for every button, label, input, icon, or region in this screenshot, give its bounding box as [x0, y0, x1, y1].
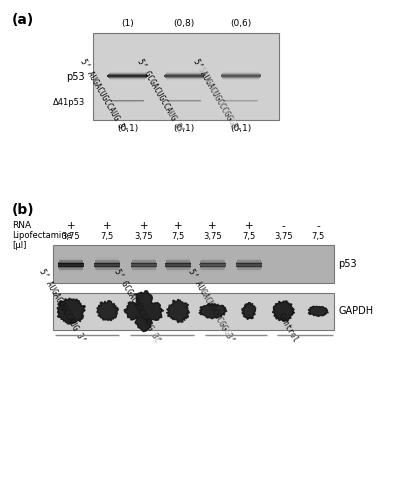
Text: 7,5: 7,5	[172, 232, 185, 240]
FancyBboxPatch shape	[93, 32, 279, 120]
Polygon shape	[199, 304, 227, 318]
Text: p53: p53	[66, 72, 85, 83]
Polygon shape	[124, 291, 164, 332]
Text: 5’ AUGACUGCCCGG 3’: 5’ AUGACUGCCCGG 3’	[192, 58, 241, 134]
Text: +: +	[245, 221, 254, 231]
Text: 3,75: 3,75	[134, 232, 153, 240]
Text: 3,75: 3,75	[62, 232, 80, 240]
Text: +: +	[174, 221, 183, 231]
Text: +: +	[66, 221, 75, 231]
Text: (b): (b)	[12, 202, 35, 216]
Text: 5’ AUGACUGCCCGG: 5’ AUGACUGCCCGG	[191, 276, 236, 344]
Text: GAPDH: GAPDH	[338, 306, 373, 316]
Polygon shape	[273, 301, 295, 322]
Text: +: +	[139, 221, 148, 231]
Text: p53: p53	[338, 259, 357, 269]
Text: (0,6): (0,6)	[230, 20, 252, 28]
Polygon shape	[166, 300, 189, 323]
Text: Lipofectamine: Lipofectamine	[12, 232, 72, 240]
Text: 3,75: 3,75	[203, 232, 222, 240]
Polygon shape	[308, 306, 328, 316]
Text: [μl]: [μl]	[12, 240, 26, 250]
Text: 5’ AUGACUGCCAUG 3’: 5’ AUGACUGCCAUG 3’	[78, 58, 128, 134]
Text: 7,5: 7,5	[243, 232, 256, 240]
Polygon shape	[97, 300, 118, 320]
Text: +: +	[208, 221, 217, 231]
Text: Δ41p53: Δ41p53	[53, 98, 85, 107]
Text: (0,1): (0,1)	[230, 124, 252, 133]
FancyBboxPatch shape	[53, 292, 334, 330]
Text: 7,5: 7,5	[101, 232, 114, 240]
Text: +: +	[103, 221, 112, 231]
Text: (0,1): (0,1)	[174, 124, 195, 133]
Polygon shape	[242, 302, 256, 320]
Text: 5’ AUGACUGCCCGG: 5’ AUGACUGCCCGG	[196, 66, 241, 134]
Text: 5’ AUGACUGCCAUG 3’: 5’ AUGACUGCCAUG 3’	[38, 268, 87, 344]
Text: (0,8): (0,8)	[174, 20, 195, 28]
Text: 5’ AUGACUGCCCGG 3’: 5’ AUGACUGCCCGG 3’	[186, 268, 236, 344]
Text: -: -	[281, 221, 286, 231]
Text: 5’ GCGACUGCCAUG 3’: 5’ GCGACUGCCAUG 3’	[113, 268, 162, 344]
Text: 5’ GC: 5’ GC	[165, 110, 184, 134]
Text: (1): (1)	[121, 20, 134, 28]
Text: (0,1): (0,1)	[117, 124, 138, 133]
Text: (a): (a)	[12, 12, 34, 26]
Text: 5’ GCGACUGCCAUG 3’: 5’ GCGACUGCCAUG 3’	[135, 58, 184, 134]
Text: RNA: RNA	[12, 222, 31, 230]
Text: -: -	[316, 221, 320, 231]
Text: 7,5: 7,5	[311, 232, 324, 240]
Polygon shape	[58, 298, 85, 324]
Text: 3,75: 3,75	[274, 232, 293, 240]
Text: 5’ GC: 5’ GC	[143, 320, 162, 344]
FancyBboxPatch shape	[53, 245, 334, 282]
Text: Control: Control	[276, 312, 300, 344]
